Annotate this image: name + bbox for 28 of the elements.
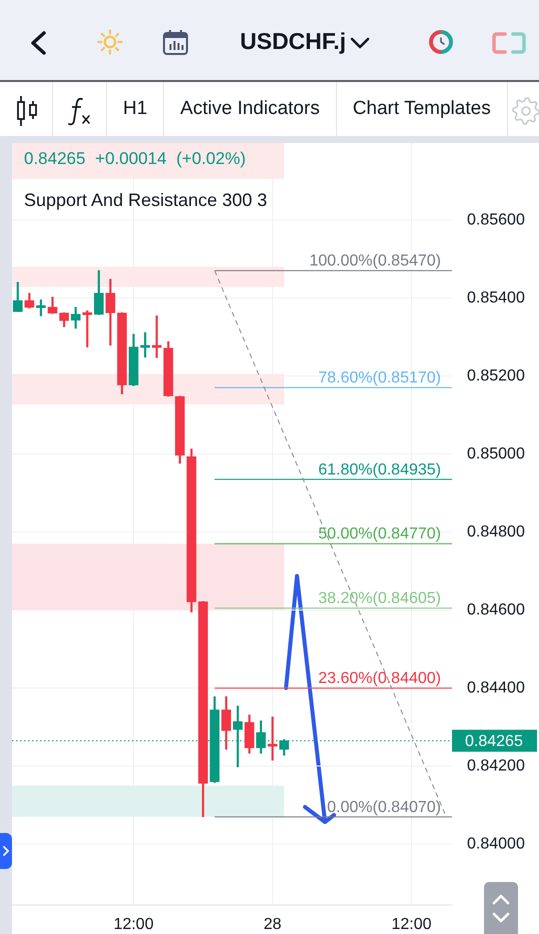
y-tick-label: 0.84800 xyxy=(467,523,525,540)
x-tick-label: 12:00 xyxy=(114,916,154,934)
annotation: Support And Resistance 300 3 xyxy=(24,189,268,212)
ref-line-label: 23.60%(0.84400) xyxy=(318,670,441,688)
y-tick-label: 0.84400 xyxy=(467,679,525,696)
text: Active Indicators xyxy=(164,82,337,136)
y-tick-label: 0.84200 xyxy=(467,758,525,775)
text: Chart Templates xyxy=(336,82,508,136)
ref-line-label: 50.00%(0.84770) xyxy=(318,526,441,543)
y-tick-label: 0.85200 xyxy=(467,367,525,384)
chart-title: USDCHF.j xyxy=(240,27,346,56)
candlestick xyxy=(82,310,92,348)
ref-line-label: 100.00%(0.85470) xyxy=(309,252,441,270)
x-tick-label: 12:00 xyxy=(391,916,432,934)
y-tick-label: 0.84000 xyxy=(467,836,525,853)
ref-line-label: 78.60%(0.85170) xyxy=(318,370,441,387)
y-tick-label: 0.85600 xyxy=(467,211,525,228)
y-tick-label: 0.85400 xyxy=(467,289,525,306)
candlestick xyxy=(152,316,162,358)
ref-line-label: 61.80%(0.84935) xyxy=(318,461,441,478)
x-tick-label: 28 xyxy=(264,916,282,934)
ref-line-label: 0.84265 xyxy=(465,733,523,750)
chart-subtitle: 0.84265 +0.00014 (+0.02%) xyxy=(24,148,246,170)
y-tick-label: 0.85000 xyxy=(467,445,525,462)
ref-line-label: 0.00%(0.84070) xyxy=(327,798,441,816)
y-tick-label: 0.84600 xyxy=(467,601,525,618)
ref-line-label: 38.20%(0.84605) xyxy=(318,590,441,608)
text: H1 xyxy=(107,82,164,136)
